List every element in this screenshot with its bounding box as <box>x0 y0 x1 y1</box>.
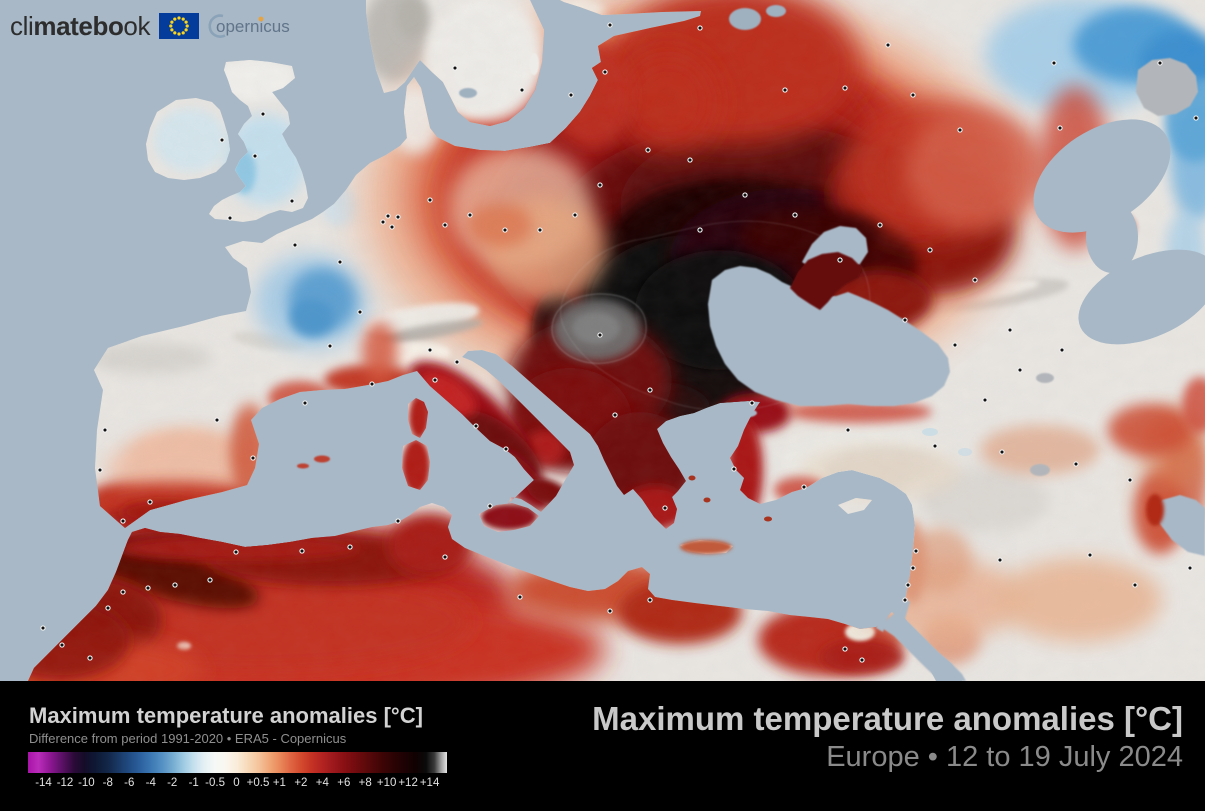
svg-text:opernicus: opernicus <box>216 17 290 36</box>
